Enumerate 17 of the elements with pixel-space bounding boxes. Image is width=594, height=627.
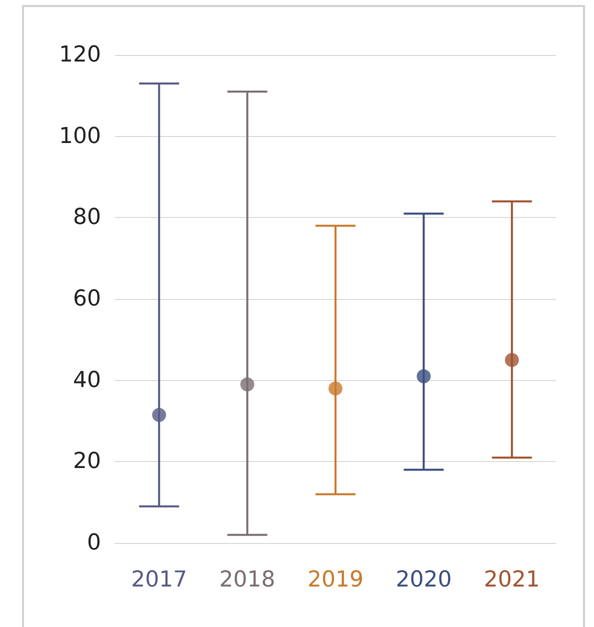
point <box>416 369 431 384</box>
point <box>152 408 166 422</box>
x-tick-label: 2019 <box>308 568 364 592</box>
y-tick-label: 60 <box>73 286 101 312</box>
x-tick-label: 2018 <box>219 568 276 592</box>
y-tick-label: 120 <box>59 42 101 68</box>
point <box>240 377 254 392</box>
point <box>328 381 342 396</box>
x-tick-label: 2017 <box>131 568 188 592</box>
x-tick-label: 2020 <box>396 568 452 592</box>
x-tick-label: 2021 <box>484 568 540 592</box>
point <box>504 353 519 367</box>
y-tick-label: 100 <box>59 124 101 149</box>
y-tick-label: 0 <box>87 530 101 556</box>
y-tick-label: 40 <box>73 368 101 393</box>
y-tick-label: 80 <box>73 205 101 230</box>
y-tick-label: 20 <box>73 449 101 474</box>
